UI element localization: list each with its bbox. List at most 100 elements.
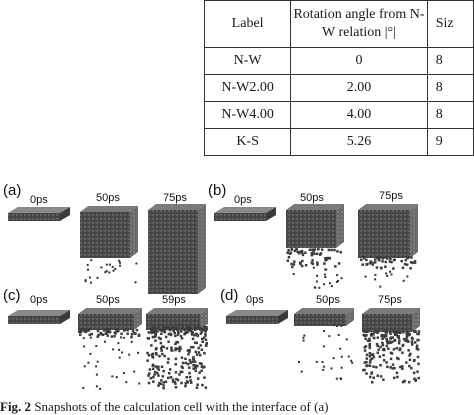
atom-cluster	[364, 345, 368, 348]
atom-cluster	[194, 328, 197, 331]
atom-cluster	[376, 344, 379, 348]
atom-cluster	[384, 265, 387, 268]
atom-cluster	[154, 332, 158, 335]
atom-dot	[330, 285, 333, 288]
atom-cluster	[179, 334, 183, 338]
atom-cluster	[197, 346, 200, 350]
atom-cluster	[300, 264, 304, 268]
atom-cluster	[190, 329, 193, 332]
atom-cluster	[198, 353, 202, 357]
atom-cluster	[173, 331, 176, 335]
box-side	[336, 204, 344, 248]
atom-cluster	[323, 262, 326, 265]
atom-cluster	[387, 347, 390, 350]
atom-cluster	[186, 362, 190, 366]
atom-cluster	[298, 252, 301, 255]
atom-cluster	[108, 328, 111, 331]
caption-text: Snapshots of the calculation cell with t…	[34, 399, 329, 414]
atom-cluster	[174, 348, 177, 352]
table-cell: 0	[290, 47, 428, 75]
atom-cluster	[192, 346, 195, 349]
atom-cluster	[205, 341, 208, 345]
atom-cluster	[158, 354, 161, 358]
atom-dot	[118, 348, 121, 351]
atom-cluster	[379, 375, 383, 378]
atom-cluster	[176, 378, 180, 382]
atom-cluster	[130, 335, 133, 339]
atom-dot	[336, 325, 338, 327]
atom-cluster	[409, 260, 413, 264]
atom-cluster	[199, 326, 202, 329]
atom-dot	[83, 345, 86, 348]
atom-cluster	[176, 347, 179, 350]
atom-cluster	[204, 332, 207, 336]
atom-cluster	[378, 355, 382, 358]
atom-cluster	[135, 328, 139, 332]
atom-cluster	[170, 349, 173, 352]
atom-dot	[336, 274, 339, 277]
atom-dot	[302, 336, 305, 339]
atom-cluster	[157, 374, 160, 377]
atom-cluster	[188, 350, 191, 353]
table-row: N-W4.00 4.00 8	[203, 101, 474, 129]
atom-cluster	[198, 328, 202, 331]
atom-cluster	[393, 376, 396, 380]
atom-cluster	[333, 248, 336, 252]
atom-cluster	[200, 362, 203, 366]
atom-dot	[374, 273, 377, 276]
atom-cluster	[79, 330, 83, 334]
atom-cluster	[178, 345, 182, 349]
atom-cluster	[108, 330, 112, 334]
atom-cluster	[181, 366, 184, 369]
atom-cluster	[150, 353, 154, 357]
atom-cluster	[375, 266, 379, 269]
atom-cluster	[400, 259, 403, 263]
atom-cluster	[387, 341, 390, 345]
atom-cluster	[151, 367, 155, 371]
atom-dot	[315, 280, 318, 283]
atom-cluster	[391, 367, 394, 370]
atom-cluster	[147, 337, 150, 340]
atom-cluster	[408, 358, 412, 361]
atom-cluster	[301, 259, 304, 263]
atom-cluster	[203, 352, 206, 355]
atom-cluster	[185, 376, 188, 379]
atom-cluster	[375, 342, 379, 346]
atom-cluster	[90, 332, 93, 336]
atom-cluster	[195, 386, 199, 389]
atom-cluster	[381, 337, 384, 341]
atom-cluster	[417, 330, 421, 333]
atom-cluster	[195, 353, 199, 356]
atom-dot	[95, 385, 98, 388]
atom-cluster	[377, 258, 380, 261]
atom-dot	[122, 372, 125, 375]
atom-cluster	[185, 331, 188, 335]
atom-cluster	[101, 333, 105, 336]
atom-cluster	[203, 376, 206, 379]
atom-cluster	[386, 365, 389, 369]
atom-cluster	[365, 353, 369, 357]
atom-cluster	[113, 334, 116, 338]
atom-cluster	[369, 358, 372, 362]
atom-cluster	[181, 326, 184, 330]
atom-cluster	[399, 347, 402, 350]
atom-cluster	[368, 346, 371, 350]
atom-cluster	[130, 333, 134, 336]
atom-cluster	[171, 326, 174, 329]
atom-cluster	[168, 333, 171, 336]
atom-cluster	[197, 326, 200, 329]
atom-dot	[315, 360, 318, 363]
atom-cluster	[401, 343, 405, 347]
atom-cluster	[154, 365, 157, 368]
atom-cluster	[97, 333, 100, 337]
table-cell: 2.00	[290, 74, 428, 102]
atom-dot	[339, 377, 342, 380]
atom-cluster	[194, 364, 197, 367]
atom-cluster	[198, 362, 202, 365]
atom-cluster	[198, 371, 201, 374]
atom-cluster	[156, 330, 159, 333]
atom-cluster	[156, 371, 159, 375]
panel-label-b: (b)	[208, 182, 227, 199]
atom-dot	[130, 340, 133, 343]
atom-cluster	[381, 341, 384, 345]
